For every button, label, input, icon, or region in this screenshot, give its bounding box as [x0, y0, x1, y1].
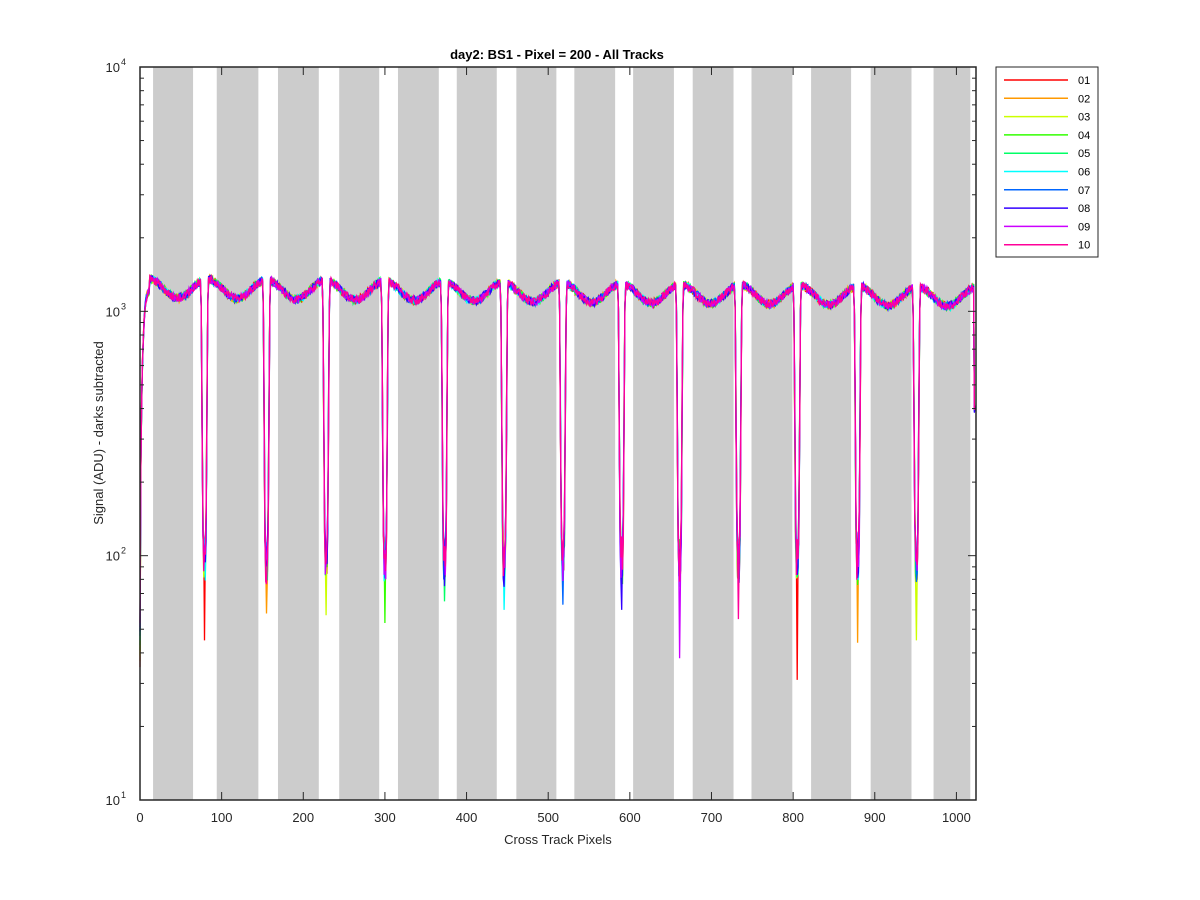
x-tick-label-400: 400: [456, 810, 478, 825]
legend: 01 02 03 04 05 06 07 08 09 10: [995, 66, 1099, 258]
y-tick-label-base: 10: [106, 304, 120, 319]
series-line-10: [139, 273, 976, 624]
x-tick-label-600: 600: [619, 810, 641, 825]
x-tick-label-700: 700: [701, 810, 723, 825]
y-tick-label-10000: 10 4: [106, 57, 126, 75]
shaded-band-12: [811, 67, 852, 800]
shaded-band-1: [153, 67, 194, 800]
shaded-band-6: [456, 67, 497, 800]
y-tick-label-exponent: 2: [121, 546, 126, 556]
shaded-band-3: [277, 67, 319, 800]
legend-label-05: 05: [1078, 148, 1090, 160]
x-tick-label-0: 0: [136, 810, 143, 825]
x-axis-label: Cross Track Pixels: [504, 832, 612, 847]
axes-frame: [139, 66, 977, 801]
legend-label-09: 09: [1078, 221, 1090, 233]
x-tick-label-100: 100: [211, 810, 233, 825]
y-tick-label-base: 10: [106, 793, 120, 808]
legend-label-04: 04: [1078, 130, 1090, 142]
y-tick-label-exponent: 4: [121, 57, 126, 67]
legend-label-07: 07: [1078, 185, 1090, 197]
legend-label-08: 08: [1078, 203, 1090, 215]
legend-label-06: 06: [1078, 167, 1090, 179]
chart-title: day2: BS1 - Pixel = 200 - All Tracks: [450, 47, 664, 62]
y-tick-label-10: 10 1: [106, 790, 126, 808]
x-tick-label-500: 500: [537, 810, 559, 825]
legend-label-02: 02: [1078, 93, 1090, 105]
x-tick-label-200: 200: [292, 810, 314, 825]
x-tick-label-900: 900: [864, 810, 886, 825]
x-tick-labels: 0 100 200 300 400 500 600 700 800 900 1000: [136, 810, 970, 825]
x-tick-label-1000: 1000: [942, 810, 971, 825]
shaded-band-8: [574, 67, 616, 800]
shaded-band-2: [216, 67, 259, 800]
y-axis-label: Signal (ADU) - darks subtracted: [91, 341, 106, 525]
shaded-band-5: [397, 67, 439, 800]
legend-label-03: 03: [1078, 112, 1090, 124]
y-tick-label-exponent: 1: [121, 790, 126, 800]
y-tick-label-base: 10: [106, 549, 120, 564]
y-tick-label-1000: 10 3: [106, 301, 126, 319]
shaded-band-10: [692, 67, 734, 800]
y-tick-label-100: 10 2: [106, 546, 126, 564]
axis-ticks: [139, 67, 976, 801]
legend-label-01: 01: [1078, 75, 1090, 87]
shaded-band-4: [339, 67, 380, 800]
shaded-band-13: [870, 67, 912, 800]
y-tick-label-exponent: 3: [121, 301, 126, 311]
shaded-band-11: [751, 67, 793, 800]
shaded-bands: [153, 67, 971, 800]
x-tick-label-300: 300: [374, 810, 396, 825]
legend-items: 01 02 03 04 05 06 07 08 09 10: [1004, 75, 1090, 252]
series-lines: [139, 273, 976, 680]
shaded-band-14: [933, 67, 971, 800]
plot-area: [139, 66, 977, 801]
shaded-band-7: [516, 67, 557, 800]
shaded-band-9: [633, 67, 674, 800]
y-tick-label-base: 10: [106, 60, 120, 75]
legend-label-10: 10: [1078, 240, 1090, 252]
x-tick-label-800: 800: [782, 810, 804, 825]
